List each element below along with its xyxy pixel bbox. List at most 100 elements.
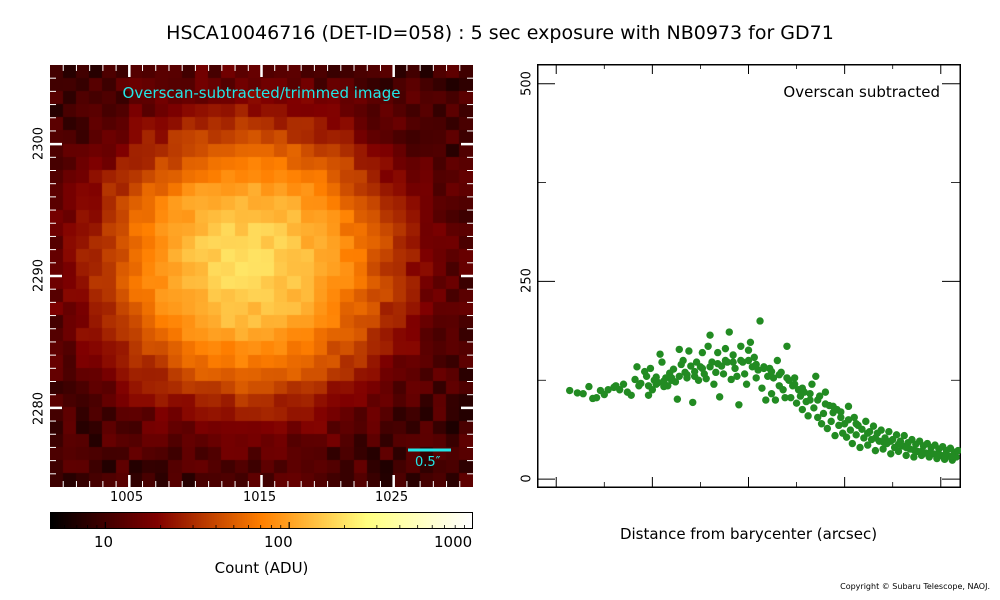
plot-frame	[537, 64, 961, 488]
scatter-point	[744, 346, 753, 354]
colorbar-tick-label: 1000	[434, 533, 473, 551]
image-label: Overscan-subtracted/trimmed image	[122, 84, 401, 102]
scatter-point	[823, 424, 832, 433]
scatter-point	[762, 396, 770, 404]
scatter-point	[675, 372, 683, 381]
scatter-point	[742, 380, 751, 388]
scatter-point	[925, 449, 933, 457]
scatter-point	[773, 356, 782, 365]
scatter-point	[644, 382, 653, 390]
scatter-point	[746, 338, 755, 347]
scatter-point	[917, 447, 926, 456]
scatter-point	[660, 377, 668, 385]
plot-x-axis-label: Distance from barycenter (arcsec)	[619, 525, 878, 543]
scatter-point	[933, 450, 941, 459]
scatter-point	[879, 438, 887, 446]
scatter-point	[733, 372, 741, 381]
image-y-tick-label: 2280	[31, 391, 47, 426]
scatter-point	[892, 431, 901, 439]
scatter-point	[812, 372, 820, 381]
scatter-point	[585, 382, 593, 391]
image-y-tick-label: 2300	[31, 126, 47, 161]
scatter-point	[731, 364, 739, 373]
scatter-point	[902, 443, 910, 452]
scatter-point	[940, 451, 949, 460]
scatter-point	[775, 371, 783, 379]
scatter-point	[885, 427, 893, 436]
scatter-point	[669, 365, 678, 373]
scatter-point	[721, 356, 730, 365]
scatter-point	[729, 351, 737, 359]
scatter-point	[740, 370, 749, 378]
scatter-point	[675, 345, 683, 354]
scatter-point	[902, 451, 910, 460]
scatter-point	[698, 348, 707, 357]
page-title: HSCA10046716 (DET-ID=058) : 5 sec exposu…	[166, 22, 834, 44]
scatter-point	[850, 413, 858, 422]
scatter-point	[879, 445, 887, 453]
cutout-heatmap	[50, 65, 473, 487]
copyright-notice: Copyright © Subaru Telescope, NAOJ.	[840, 582, 990, 591]
scatter-point	[783, 342, 791, 350]
scatter-point	[679, 356, 687, 365]
colorbar-label: Count (ADU)	[214, 559, 309, 577]
image-panel: Overscan-subtracted/trimmed image 0.5″	[50, 65, 473, 487]
scatter-point	[683, 371, 691, 379]
image-x-tick-label: 1025	[375, 490, 409, 505]
scatter-point	[852, 420, 860, 428]
image-frame	[50, 65, 473, 487]
scatter-point	[710, 380, 718, 388]
scatter-point	[814, 396, 822, 404]
scatter-point	[827, 417, 835, 426]
scatter-point	[910, 446, 918, 454]
scatter-point	[715, 393, 724, 401]
scatter-point	[735, 401, 743, 409]
scatter-point	[690, 367, 699, 376]
scatter-point	[737, 342, 745, 350]
scatter-point	[894, 447, 903, 456]
scatter-point	[910, 453, 918, 461]
scatter-point	[702, 374, 710, 383]
scatter-point	[844, 402, 853, 411]
scatter-point	[792, 399, 801, 407]
scatter-point	[667, 374, 676, 382]
scatter-point	[752, 360, 760, 369]
scatter-point	[604, 386, 612, 394]
scatter-point	[706, 331, 714, 339]
scatter-point	[842, 433, 851, 441]
scatter-point	[781, 393, 789, 402]
scatter-point	[633, 363, 641, 371]
scatter-point	[894, 440, 903, 449]
scatter-point	[806, 396, 814, 404]
colorbar-tick-label: 10	[94, 533, 114, 551]
scatter-point	[871, 446, 880, 455]
image-y-tick-label: 2290	[31, 258, 47, 293]
scatter-point	[615, 386, 624, 394]
scatter-point	[714, 348, 722, 357]
scatter-point	[829, 402, 837, 411]
scatter-point	[689, 398, 697, 407]
colorbar-gradient	[51, 513, 472, 528]
scatter-point	[887, 450, 895, 458]
scatter-point	[779, 386, 787, 394]
scatter-point	[714, 359, 722, 368]
scatter-point	[783, 374, 791, 382]
scatter-point	[948, 452, 957, 460]
scatter-point	[864, 441, 872, 449]
scatter-point	[687, 362, 695, 370]
colorbar-tick-label: 100	[264, 533, 293, 551]
scatter-point	[831, 431, 839, 440]
scatter-point	[712, 368, 720, 377]
scatter-point	[864, 429, 872, 437]
scale-bar-label: 0.5″	[415, 455, 441, 470]
scatter-point	[656, 350, 664, 358]
scatter-point	[767, 390, 776, 398]
scatter-point	[646, 364, 655, 373]
plot-y-tick-label: 500	[519, 70, 535, 96]
plot-y-tick-label: 0	[519, 474, 535, 483]
scatter-point	[771, 396, 780, 404]
scatter-point	[744, 356, 753, 365]
scatter-point	[806, 390, 814, 398]
scatter-point	[814, 413, 822, 422]
colorbar	[50, 512, 473, 529]
